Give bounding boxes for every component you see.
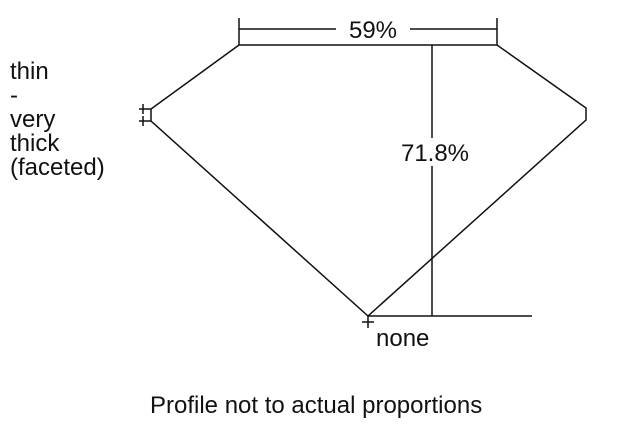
girdle-line: very (10, 106, 56, 133)
depth-percent-label: 71.8% (401, 140, 469, 167)
caption: Profile not to actual proportions (150, 392, 483, 419)
girdle-line: (faceted) (10, 154, 105, 181)
girdle-line: thick (10, 130, 60, 157)
girdle-line: - (10, 82, 18, 109)
table-percent-label: 59% (349, 17, 397, 44)
culet-label: none (376, 325, 429, 352)
gem-outline (150, 44, 587, 318)
girdle-label: thin - very thick (faceted) (10, 60, 105, 180)
girdle-line: thin (10, 58, 49, 85)
